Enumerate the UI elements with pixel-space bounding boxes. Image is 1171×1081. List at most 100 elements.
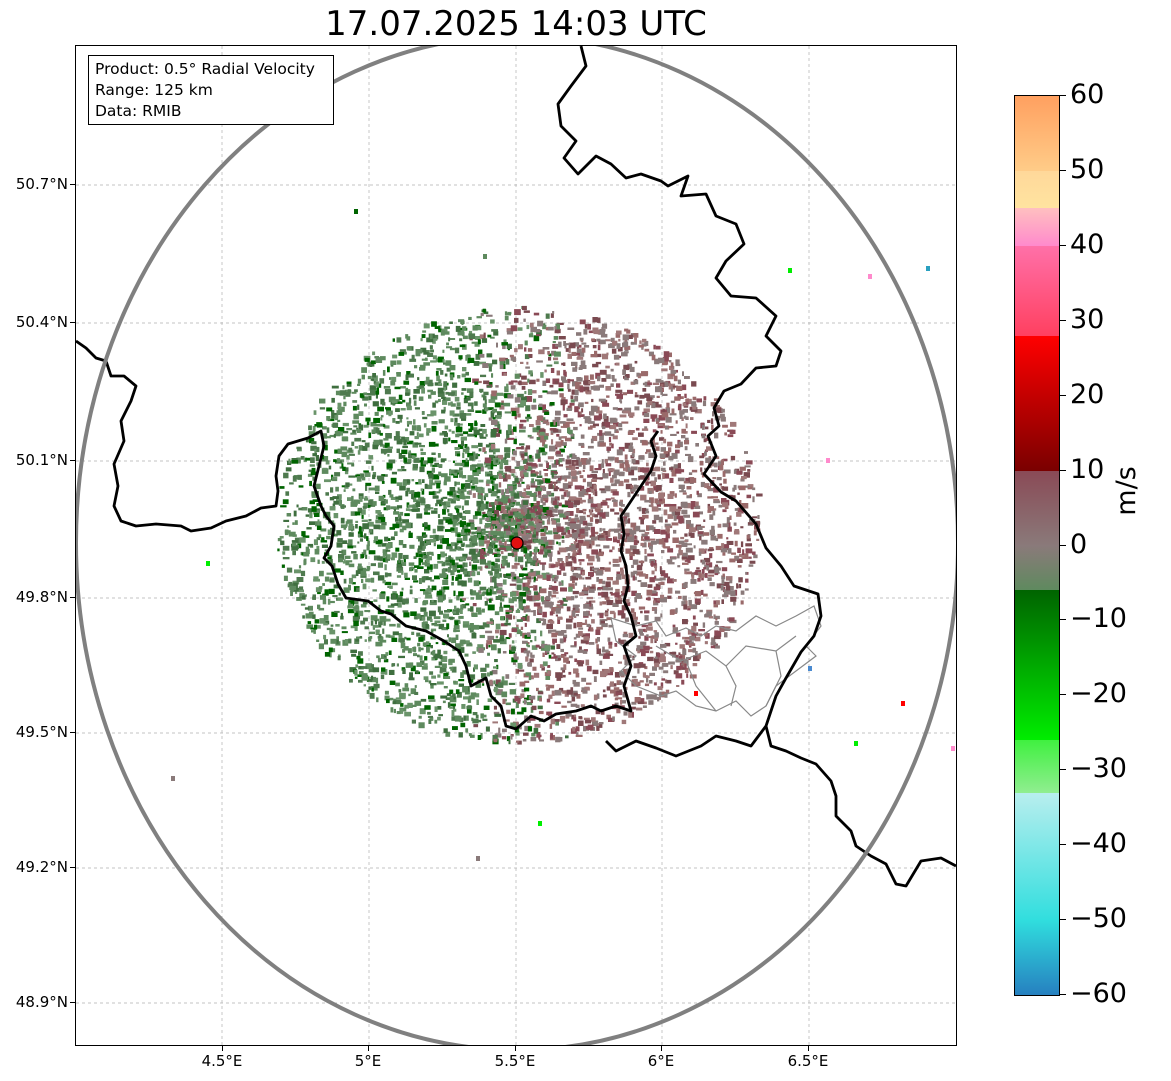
- echo-pixel: [558, 436, 562, 441]
- echo-pixel: [370, 422, 377, 427]
- echo-pixel: [536, 687, 539, 692]
- echo-pixel: [627, 491, 631, 498]
- echo-pixel: [491, 644, 497, 651]
- echo-pixel: [592, 503, 598, 508]
- echo-pixel: [564, 692, 569, 697]
- echo-pixel: [427, 711, 431, 715]
- echo-pixel: [634, 535, 637, 539]
- echo-pixel: [468, 519, 475, 523]
- echo-pixel: [411, 509, 417, 512]
- echo-pixel: [643, 412, 650, 418]
- echo-pixel: [624, 460, 629, 466]
- echo-pixel: [406, 371, 411, 375]
- echo-pixel: [646, 462, 649, 467]
- echo-pixel: [277, 538, 282, 542]
- echo-pixel: [377, 406, 384, 412]
- echo-pixel: [684, 437, 689, 442]
- echo-pixel: [757, 515, 760, 519]
- echo-pixel: [563, 421, 570, 428]
- echo-pixel: [745, 578, 749, 583]
- echo-pixel: [745, 571, 748, 575]
- echo-pixel: [396, 448, 400, 453]
- echo-pixel: [477, 505, 480, 511]
- echo-pixel: [680, 667, 686, 670]
- echo-pixel: [721, 459, 724, 462]
- echo-pixel: [307, 473, 313, 477]
- echo-pixel: [686, 495, 692, 499]
- echo-pixel: [632, 549, 640, 555]
- echo-pixel: [526, 324, 530, 330]
- echo-pixel: [428, 394, 432, 399]
- echo-pixel: [358, 671, 364, 675]
- echo-pixel: [495, 558, 500, 563]
- echo-pixel: [446, 546, 453, 550]
- echo-pixel: [548, 591, 552, 597]
- echo-pixel: [457, 423, 463, 426]
- echo-pixel: [627, 536, 634, 543]
- echo-pixel: [742, 553, 749, 559]
- echo-pixel: [672, 579, 677, 582]
- echo-pixel: [559, 458, 563, 463]
- echo-pixel: [475, 594, 482, 600]
- echo-pixel: [551, 463, 557, 468]
- echo-pixel: [661, 550, 665, 554]
- echo-pixel: [454, 605, 457, 610]
- echo-pixel: [683, 415, 687, 419]
- echo-pixel: [716, 405, 720, 409]
- echo-pixel: [578, 470, 582, 475]
- echo-pixel: [619, 597, 623, 602]
- echo-pixel: [501, 691, 508, 698]
- echo-pixel: [484, 493, 489, 498]
- echo-pixel: [336, 542, 343, 548]
- echo-pixel: [355, 570, 359, 576]
- echo-pixel: [467, 698, 472, 703]
- echo-pixel: [530, 485, 538, 488]
- echo-pixel: [396, 623, 401, 628]
- echo-pixel: [400, 642, 406, 649]
- echo-pixel: [350, 649, 357, 653]
- echo-pixel: [521, 689, 526, 693]
- echo-pixel: [509, 583, 517, 586]
- echo-pixel: [572, 726, 576, 732]
- echo-pixel: [461, 704, 466, 709]
- echo-pixel: [473, 559, 480, 563]
- echo-pixel: [612, 491, 619, 496]
- echo-pixel: [419, 578, 422, 584]
- echo-pixel: [449, 696, 457, 703]
- echo-pixel: [483, 495, 486, 501]
- echo-pixel: [363, 684, 366, 687]
- radar-map[interactable]: [75, 45, 957, 1046]
- echo-pixel: [459, 557, 464, 561]
- echo-pixel: [385, 609, 390, 613]
- echo-pixel: [505, 359, 510, 365]
- echo-pixel: [676, 685, 680, 687]
- echo-pixel: [405, 428, 408, 432]
- echo-pixel: [523, 518, 528, 522]
- echo-pixel: [502, 728, 507, 733]
- echo-pixel: [629, 551, 635, 557]
- echo-pixel: [392, 701, 397, 705]
- echo-pixel: [429, 535, 435, 538]
- echo-pixel: [665, 407, 671, 414]
- echo-pixel: [447, 566, 452, 573]
- echo-pixel: [581, 342, 587, 345]
- echo-pixel: [677, 565, 681, 568]
- echo-pixel: [687, 608, 691, 611]
- echo-pixel: [556, 479, 561, 484]
- echo-pixel: [442, 508, 446, 515]
- echo-pixel: [575, 672, 580, 678]
- echo-pixel: [480, 312, 484, 317]
- echo-pixel: [461, 515, 466, 521]
- echo-pixel: [646, 676, 649, 683]
- echo-pixel: [520, 564, 524, 568]
- echo-pixel: [552, 500, 557, 506]
- echo-pixel: [682, 562, 689, 565]
- echo-pixel: [523, 732, 529, 736]
- echo-pixel: [562, 442, 567, 446]
- echo-pixel: [373, 555, 381, 561]
- echo-pixel: [478, 489, 483, 494]
- echo-pixel: [338, 557, 343, 561]
- echo-pixel: [676, 665, 681, 671]
- echo-pixel: [541, 495, 549, 498]
- echo-pixel: [556, 433, 560, 437]
